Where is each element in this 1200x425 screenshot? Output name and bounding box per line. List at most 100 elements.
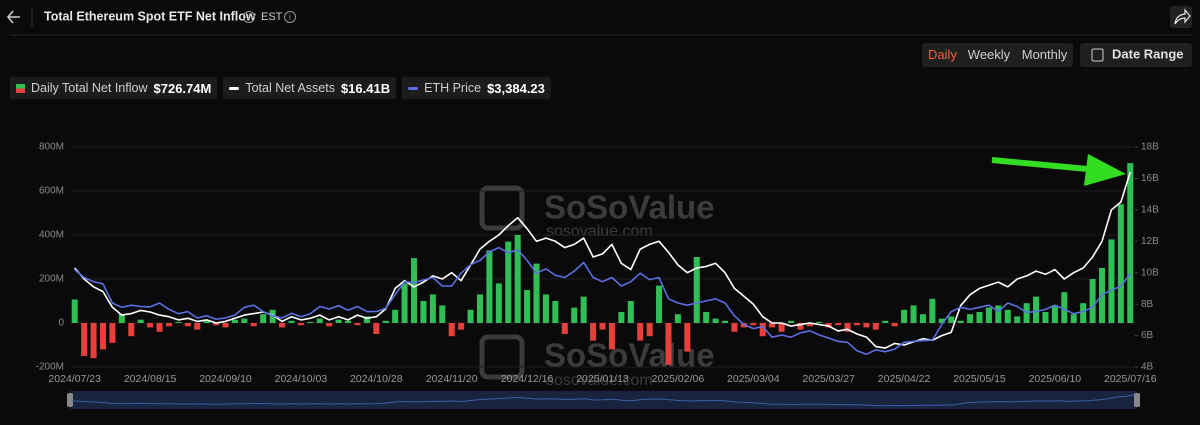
bar	[552, 301, 559, 323]
legend-item: Total Net Assets $16.41B	[223, 77, 397, 99]
bar	[722, 320, 729, 323]
bar	[184, 323, 191, 327]
bar	[948, 316, 955, 323]
bar	[571, 307, 578, 323]
bar	[1061, 292, 1068, 323]
bar	[194, 323, 201, 330]
x-tick-label: 2025/05/15	[953, 373, 1006, 385]
legend-icon	[16, 83, 25, 93]
bar	[929, 298, 936, 323]
bar	[147, 323, 154, 328]
y2-tick-label: 10B	[1141, 267, 1159, 278]
bar	[985, 307, 992, 323]
legend-item: Daily Total Net Inflow $726.74M	[10, 77, 218, 99]
legend-item: ETH Price $3,384.23	[402, 77, 551, 99]
bar	[1004, 309, 1011, 323]
y2-tick-label: 18B	[1141, 142, 1159, 153]
bar	[297, 323, 304, 326]
bar	[335, 319, 342, 323]
bar	[1080, 303, 1087, 323]
legend: Daily Total Net Inflow $726.74M Total Net …	[10, 77, 551, 99]
legend-value: $3,384.23	[487, 80, 545, 96]
info-icon[interactable]	[284, 11, 296, 23]
legend-icon	[408, 86, 419, 90]
bar	[910, 305, 917, 323]
x-tick-label: 2024/10/03	[275, 373, 328, 385]
bar	[392, 309, 399, 323]
bar	[769, 323, 776, 328]
bar	[656, 285, 663, 323]
x-tick-label: 2024/12/16	[501, 373, 554, 385]
bar	[429, 294, 436, 323]
back-icon[interactable]	[6, 10, 20, 24]
x-tick-label: 2025/01/13	[576, 373, 629, 385]
bar	[853, 323, 860, 326]
bar	[693, 257, 700, 323]
navigator-handle[interactable]	[1134, 393, 1140, 407]
y-tick-label: 600M	[39, 186, 64, 197]
bar	[806, 323, 813, 327]
bar	[731, 323, 738, 332]
calendar-icon	[1091, 48, 1104, 62]
bar	[99, 323, 107, 350]
legend-value: $726.74M	[153, 80, 212, 96]
bar	[542, 294, 549, 323]
x-tick-label: 2024/11/20	[426, 373, 478, 385]
navigator-handle[interactable]	[67, 393, 73, 407]
y-tick-label: 800M	[39, 142, 64, 153]
bar	[165, 323, 172, 327]
info-icon[interactable]	[243, 11, 255, 23]
bar	[288, 320, 295, 323]
legend-icon	[229, 86, 240, 90]
tab[interactable]: Daily	[928, 47, 957, 62]
y2-tick-label: 8B	[1141, 299, 1154, 310]
x-tick-label: 2024/09/10	[199, 373, 252, 385]
tab[interactable]: Weekly	[967, 47, 1011, 62]
annotation-arrow-head	[1084, 154, 1126, 186]
watermark: SoSoValue sosovalue.com SoSoValue sosova…	[479, 185, 715, 389]
bar	[938, 318, 945, 323]
bar	[684, 323, 691, 352]
chart-title: Total Ethereum Spot ETF Net Inflow	[44, 9, 256, 23]
bar	[901, 309, 908, 323]
bar	[486, 250, 493, 323]
watermark-logo	[479, 334, 525, 380]
bar	[448, 323, 455, 337]
date-range-label[interactable]: Date Range	[1112, 46, 1184, 61]
bar	[637, 323, 644, 341]
bar	[646, 323, 653, 337]
bar	[872, 323, 879, 330]
bar	[835, 323, 842, 326]
bar	[345, 320, 352, 323]
bar	[495, 283, 502, 323]
bar	[514, 235, 521, 323]
bar	[81, 323, 88, 356]
bar	[561, 323, 568, 334]
info-glyph: i	[289, 13, 291, 22]
bar	[458, 323, 465, 330]
legend-value: $16.41B	[340, 80, 391, 96]
bar	[1051, 305, 1058, 323]
bar	[1089, 279, 1096, 323]
bar	[476, 294, 483, 323]
bar	[844, 323, 851, 332]
bar	[241, 318, 248, 323]
bar	[1108, 239, 1115, 323]
bar	[363, 316, 370, 323]
bar	[712, 318, 719, 323]
bar	[505, 241, 512, 323]
bar	[797, 323, 804, 330]
x-tick-label: 2024/10/28	[350, 373, 403, 385]
plot: -200M 0 200M 400M 600M 800M 4B 6B 8B 10B 12B 14B 16B…	[36, 142, 1159, 385]
x-tick-label: 2025/02/06	[652, 373, 705, 385]
y-tick-label: 0	[58, 318, 64, 329]
x-tick-label: 2024/07/23	[48, 373, 101, 385]
bar	[467, 309, 474, 323]
date-range-button[interactable]	[1080, 43, 1192, 67]
bar	[71, 299, 78, 323]
bar	[260, 314, 267, 323]
tab[interactable]: Monthly	[1021, 47, 1068, 62]
legend-label: ETH Price	[424, 81, 482, 95]
bar	[957, 320, 964, 323]
bar	[618, 312, 625, 323]
